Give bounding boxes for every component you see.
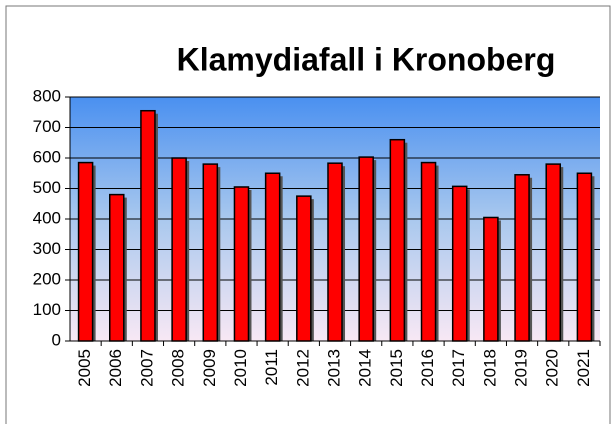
- bar: [545, 163, 561, 342]
- bar: [77, 161, 94, 342]
- bar: [171, 157, 187, 342]
- bar: [140, 109, 156, 342]
- x-tick-label: 2014: [356, 349, 375, 387]
- bar: [264, 172, 281, 342]
- x-tick-label: 2005: [75, 349, 94, 387]
- x-tick-label: 2012: [293, 349, 312, 387]
- x-tick-label: 2011: [262, 349, 281, 386]
- y-tick-label: 300: [33, 239, 61, 258]
- x-tick-label: 2010: [231, 349, 250, 387]
- bar: [233, 186, 250, 342]
- bar: [202, 163, 219, 342]
- x-tick-label: 2018: [480, 349, 499, 387]
- y-tick-label: 100: [33, 300, 61, 319]
- frame: [5, 5, 611, 424]
- x-tick-label: 2008: [169, 349, 188, 387]
- bar: [576, 172, 593, 342]
- bar: [389, 138, 406, 342]
- x-tick-label: 2013: [324, 349, 343, 387]
- bar: [327, 162, 343, 342]
- x-tick-label: 2019: [512, 349, 531, 387]
- x-tick-label: 2016: [418, 349, 437, 387]
- y-tick-label: 600: [33, 147, 61, 166]
- y-tick-label: 200: [33, 269, 61, 288]
- y-tick-label: 400: [33, 208, 61, 227]
- x-tick-label: 2007: [137, 349, 156, 387]
- x-tick-label: 2015: [387, 349, 406, 387]
- x-tick-label: 2017: [449, 349, 468, 387]
- bar: [451, 185, 468, 342]
- bar: [420, 161, 437, 342]
- bar: [109, 193, 125, 342]
- bar: [514, 174, 530, 342]
- x-tick-label: 2020: [543, 349, 562, 387]
- x-tick-label: 2009: [200, 349, 219, 387]
- x-tick-label: 2006: [106, 349, 125, 387]
- bar: [358, 156, 374, 342]
- y-tick-label: 0: [52, 330, 61, 349]
- y-tick-label: 800: [33, 86, 61, 105]
- chart-title: Klamydiafall i Kronoberg: [177, 41, 556, 77]
- y-tick-label: 500: [33, 178, 61, 197]
- y-tick-label: 700: [33, 117, 61, 136]
- bar: [296, 195, 312, 342]
- bar: [483, 216, 499, 342]
- x-tick-label: 2021: [574, 349, 593, 387]
